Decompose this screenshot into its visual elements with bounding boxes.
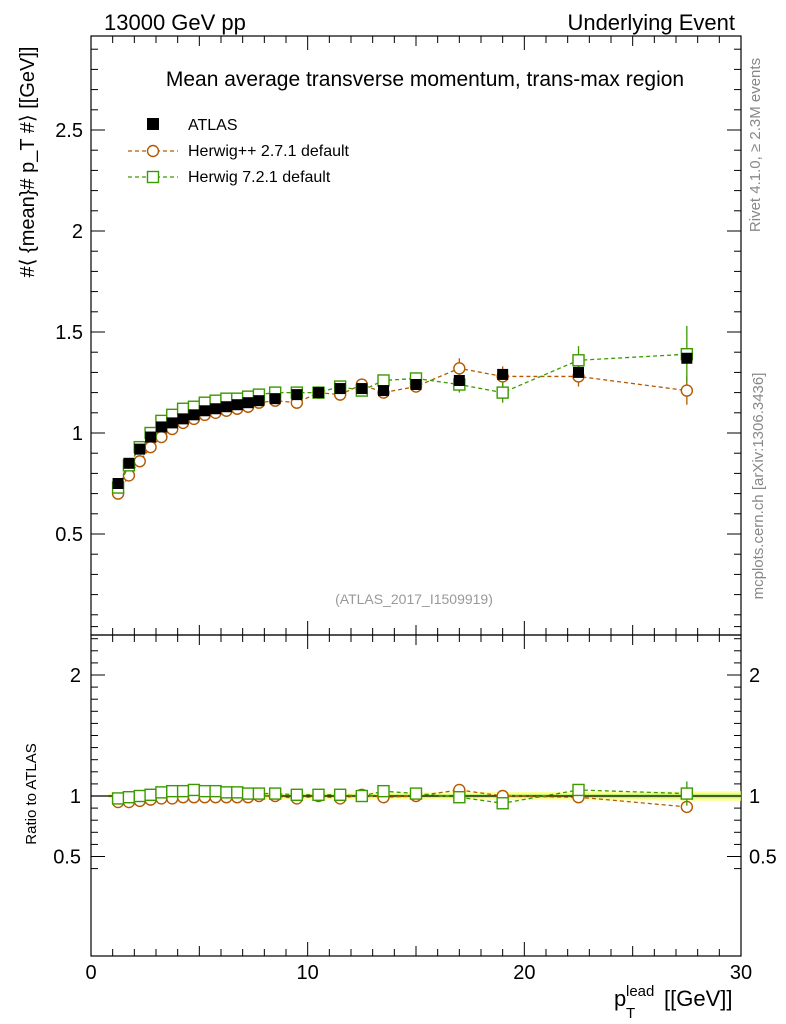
ratio-herwig7-point <box>198 784 211 798</box>
main-y-tick-label: 2 <box>72 221 83 243</box>
ratio-y-tick-label-left: 1 <box>70 786 81 808</box>
main-atlas-point <box>112 478 124 489</box>
x-tick-label: 20 <box>513 962 535 984</box>
main-herwigpp-point <box>680 384 694 397</box>
header-left: 13000 GeV pp <box>104 10 246 35</box>
main-y-tick-label: 1.5 <box>55 322 83 344</box>
main-y-tick-label: 0.5 <box>55 524 83 546</box>
header-right: Underlying Event <box>567 10 735 35</box>
ratio-herwig7-point <box>122 791 136 804</box>
main-atlas-point <box>199 405 211 417</box>
ratio-herwig7-point <box>111 792 125 805</box>
main-y-tick-label: 2.5 <box>55 120 83 142</box>
main-herwigpp-point <box>144 440 157 454</box>
legend-herwig7-label: Herwig 7.2.1 default <box>188 169 331 186</box>
main-atlas-point <box>253 395 265 407</box>
ratio-herwig7-point <box>453 791 466 804</box>
main-atlas-point <box>356 383 368 395</box>
ratio-herwig7-point <box>144 788 157 801</box>
main-atlas-point <box>681 352 693 364</box>
main-herwig7-point <box>377 374 390 387</box>
ratio-y-axis-label: Ratio to ATLAS <box>23 743 40 844</box>
main-herwigpp-point <box>133 455 146 468</box>
legend-herwig7-marker <box>146 170 160 184</box>
x-tick-label: 0 <box>85 962 96 984</box>
ratio-herwig7-point <box>166 784 179 798</box>
main-atlas-point <box>453 374 465 386</box>
main-atlas-point <box>242 397 254 409</box>
ratio-y-tick-label-right: 1 <box>749 786 760 808</box>
x-axis-label-sup: lead <box>626 983 654 1000</box>
ratio-herwig7-point <box>312 788 325 801</box>
main-atlas-point <box>497 368 509 380</box>
main-herwigpp-line <box>117 367 687 494</box>
ratio-herwig7-point <box>290 788 304 801</box>
ratio-herwig7-point <box>155 786 168 799</box>
main-herwigpp-point <box>155 430 168 444</box>
chart-title: Mean average transverse momentum, trans-… <box>166 68 684 91</box>
main-atlas-point <box>334 383 346 395</box>
ratio-y-tick-label-left: 0.5 <box>53 847 81 869</box>
legend: ATLAS Herwig++ 2.7.1 default Herwig 7.2.… <box>128 117 350 186</box>
main-atlas-point <box>134 443 146 455</box>
x-axis-label: p T lead [[GeV]] <box>614 983 732 1022</box>
analysis-watermark: (ATLAS_2017_I1509919) <box>335 591 493 607</box>
main-herwigpp-point <box>122 469 136 482</box>
main-herwigpp-point <box>453 362 466 375</box>
mcplots-label: mcplots.cern.ch [arXiv:1306.3436] <box>750 373 767 600</box>
ratio-y-tick-label-left: 2 <box>70 665 81 687</box>
ratio-herwig7-point <box>252 787 266 800</box>
legend-herwigpp-label: Herwig++ 2.7.1 default <box>188 143 350 160</box>
ratio-herwig7-point <box>572 783 585 797</box>
ratio-herwig7-point <box>355 789 369 803</box>
ratio-herwig7-point <box>176 784 190 798</box>
main-herwig7-line <box>117 353 687 488</box>
x-axis-label-unit: [[GeV]] <box>664 986 732 1011</box>
main-atlas-point <box>210 403 222 415</box>
x-tick-label: 30 <box>730 962 752 984</box>
main-atlas-point <box>220 401 232 413</box>
main-y-axis-label: #⟨ {mean}# p_T #⟩ [[GeV]] <box>17 47 39 278</box>
rivet-label: Rivet 4.1.0, ≥ 2.3M events <box>747 58 764 232</box>
ratio-herwig7-point <box>187 783 201 797</box>
x-axis-label-main: p <box>614 986 626 1011</box>
ratio-herwig7-point <box>209 784 222 798</box>
ratio-herwig7-point <box>268 787 282 800</box>
main-y-tick-label: 1 <box>72 423 83 445</box>
ratio-herwig7-point <box>333 788 347 801</box>
main-atlas-point <box>188 409 200 421</box>
ratio-herwig7-point <box>496 797 509 810</box>
legend-herwigpp-marker <box>146 144 160 158</box>
main-atlas-point <box>166 417 178 429</box>
ratio-y-tick-label-right: 2 <box>749 665 760 687</box>
main-herwig7-point <box>496 386 509 399</box>
ratio-herwig7-point <box>231 786 244 799</box>
main-atlas-point <box>155 421 167 433</box>
main-atlas-point <box>291 389 303 401</box>
main-atlas-point <box>378 385 389 397</box>
ratio-herwig7-point <box>241 787 255 800</box>
legend-atlas-marker <box>147 118 159 130</box>
main-atlas-point <box>269 393 281 405</box>
main-atlas-point <box>123 457 135 469</box>
x-tick-label: 10 <box>297 962 319 984</box>
main-atlas-point <box>573 366 584 378</box>
ratio-herwig7-point <box>133 789 146 803</box>
main-atlas-point <box>231 399 243 411</box>
ratio-herwig7-point <box>409 787 423 800</box>
ratio-herwig7-point <box>680 787 694 800</box>
ratio-herwig7-point <box>377 784 390 798</box>
main-herwig7-point <box>176 402 190 415</box>
x-axis-label-sub: T <box>626 1005 635 1022</box>
main-atlas-point <box>410 379 422 391</box>
ratio-herwig7-point <box>220 786 233 799</box>
main-atlas-point <box>145 431 157 443</box>
legend-atlas-label: ATLAS <box>188 117 238 134</box>
main-atlas-point <box>177 413 189 425</box>
ratio-y-tick-label-right: 0.5 <box>749 847 777 869</box>
main-atlas-point <box>313 387 324 399</box>
main-herwig7-point <box>572 354 585 367</box>
